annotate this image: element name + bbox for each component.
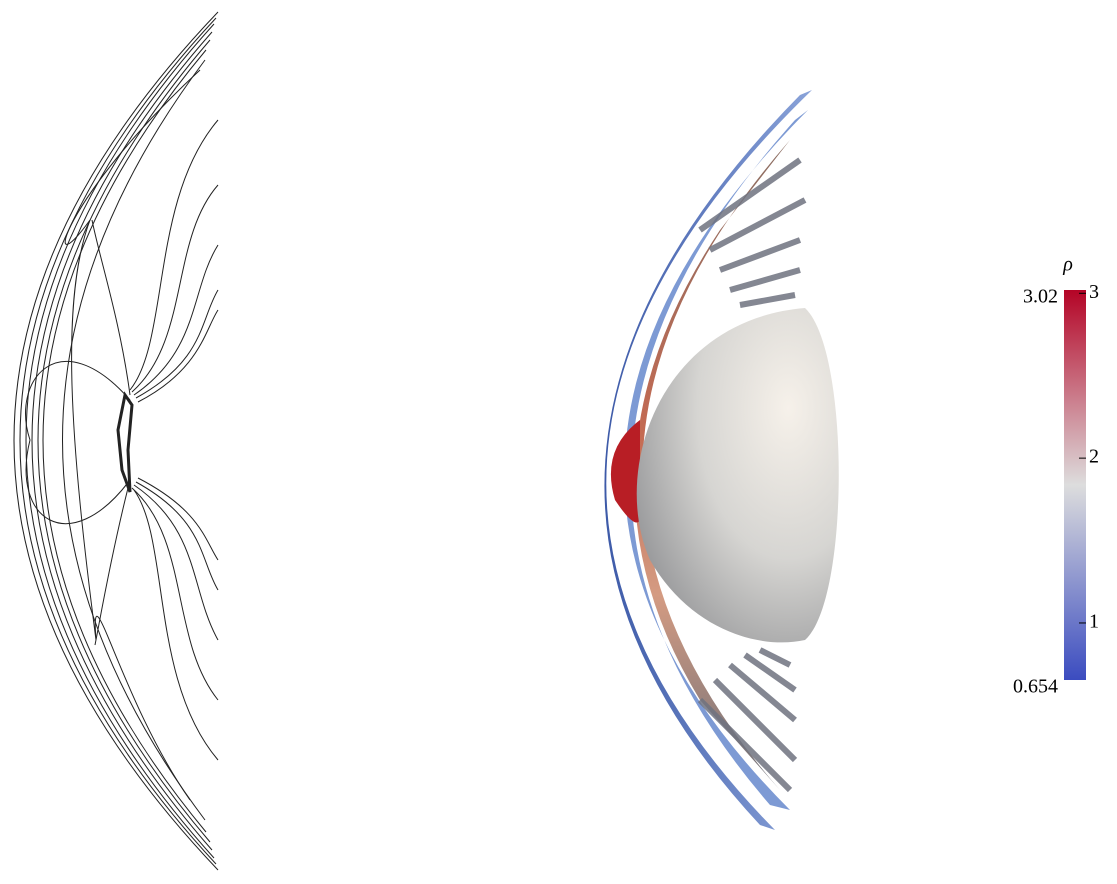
colorbar-max-label: 3.02 xyxy=(1023,286,1058,308)
colorbar-min-label: 0.654 xyxy=(1013,676,1058,698)
colorbar: ρ 3.02 0.654 1 2 3 xyxy=(1013,254,1099,698)
colorbar-tick-label: 1 xyxy=(1089,611,1099,633)
density-render xyxy=(604,90,839,830)
colorbar-scale xyxy=(1064,290,1086,680)
colorbar-tick-label: 2 xyxy=(1089,446,1099,468)
colorbar-label: ρ xyxy=(1062,254,1073,276)
contour-plot xyxy=(13,11,219,871)
colorbar-tick-label: 3 xyxy=(1089,281,1099,303)
